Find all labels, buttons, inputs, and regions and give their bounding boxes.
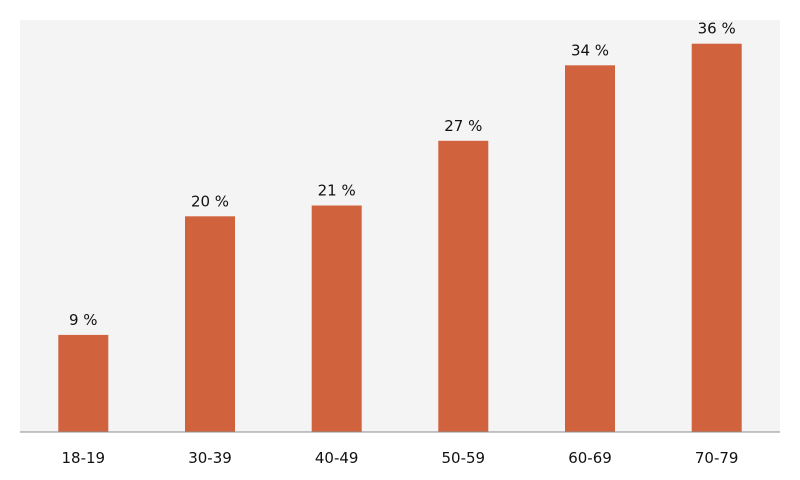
value-labels-group: 9 % 20 % 21 % 27 % 34 % 36 % — [69, 20, 736, 329]
bars-group — [58, 43, 742, 433]
x-tick-label-40-49: 40-49 — [315, 449, 359, 467]
bar-60-69 — [565, 65, 615, 433]
value-label-50-59: 27 % — [444, 117, 482, 135]
value-label-40-49: 21 % — [318, 182, 356, 200]
bar-30-39 — [185, 216, 235, 432]
x-tick-labels-group: 18-19 30-39 40-49 50-59 60-69 70-79 — [62, 449, 739, 467]
value-label-70-79: 36 % — [698, 20, 736, 38]
x-tick-label-70-79: 70-79 — [695, 449, 739, 467]
bar-70-79 — [691, 43, 742, 432]
value-label-30-39: 20 % — [191, 192, 229, 210]
bar-18-19 — [58, 334, 109, 432]
bar-40-49 — [311, 205, 362, 432]
value-label-60-69: 34 % — [571, 41, 609, 59]
value-label-18-19: 9 % — [69, 311, 98, 329]
x-tick-label-30-39: 30-39 — [188, 449, 232, 467]
bar-50-59 — [438, 140, 489, 433]
x-tick-label-50-59: 50-59 — [442, 449, 486, 467]
x-tick-label-60-69: 60-69 — [568, 449, 612, 467]
x-tick-label-18-19: 18-19 — [62, 449, 106, 467]
plot-area — [20, 20, 780, 432]
